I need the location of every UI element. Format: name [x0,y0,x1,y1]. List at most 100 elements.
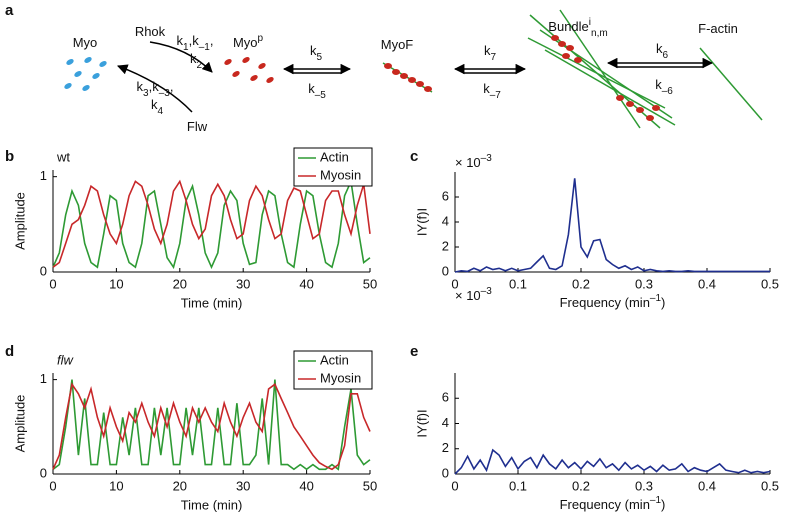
text-part: ) [661,295,665,310]
y-tick-label: 2 [442,440,449,455]
text-part: Frequency (min [560,497,650,512]
y-tick-label: 0 [442,263,449,278]
chart-panel: c 0 0.1 0.2 0.3 0.4 0.5 0 2 4 6 Frequency (min–1) IY… [410,148,779,310]
legend-label: Actin [320,352,349,367]
diagram-label: Rhok [135,24,166,39]
diagram-label: k6 [656,41,669,61]
y-tick-label: 1 [40,371,47,386]
subscript: 7 [490,52,496,63]
x-tick-label: 0.3 [635,478,653,493]
diagram-label: Bundlein,m [548,17,607,39]
panel-label: d [5,343,14,360]
diagram-label: F-actin [698,21,738,36]
axis-multiplier: × 10–3 [455,153,492,170]
text-part: Myo [73,35,98,50]
subscript: 5 [316,52,322,63]
y-tick-label: 0 [40,465,47,480]
subscript: 1 [183,42,189,53]
superscript: –1 [650,495,662,506]
y-tick-label: 4 [442,213,449,228]
subscript: 3 [143,88,149,99]
subscript: –6 [662,86,674,97]
panel-label: c [410,148,418,165]
subscript: –3 [159,88,171,99]
text-part: k [190,51,197,66]
annotation: flw [57,352,75,367]
text-part: Frequency (min [560,295,650,310]
text-part: × 10 [455,155,481,170]
diagram-label: k–5 [308,81,326,101]
y-axis-label: Amplitude [12,395,27,453]
x-axis-label: Time (min) [181,295,243,310]
text-part: k [484,43,491,58]
series-line [454,178,770,273]
legend-label: Actin [320,149,349,164]
superscript: p [258,33,264,44]
text-part: k [656,41,663,56]
x-tick-label: 0.4 [698,276,716,291]
diagram-label: Myop [233,33,264,50]
x-tick-label: 40 [299,478,313,493]
annotation: wt [56,149,70,164]
series-line [454,448,771,475]
subscript: –1 [199,42,211,53]
x-tick-label: 0.5 [761,276,779,291]
text-part: ) [661,497,665,512]
text-part: × 10 [455,288,481,303]
x-tick-label: 30 [236,276,250,291]
x-tick-label: 50 [363,276,377,291]
panel-label: a [5,2,14,19]
chart-panel: b wt 0 10 20 30 40 50 0 1 Time (min) Amplitude Actin… [5,147,377,310]
x-tick-label: 0 [49,276,56,291]
x-tick-label: 0.2 [572,276,590,291]
text-part: k [177,33,184,48]
subscript: 6 [662,50,668,61]
legend-box [293,350,373,390]
text-part: Myo [233,35,258,50]
text-part: Rhok [135,24,166,39]
y-axis-label: IY(f)I [414,409,429,437]
panel-label: b [5,148,14,165]
y-tick-label: 4 [442,415,449,430]
diagram-label: k–6 [655,77,673,97]
x-tick-label: 40 [299,276,313,291]
y-tick-label: 2 [442,238,449,253]
text-part: , [170,79,174,94]
x-tick-label: 0.3 [635,276,653,291]
subscript: n,m [591,28,608,39]
text-part: ,k [189,33,200,48]
x-tick-label: 10 [109,478,123,493]
subscript: –7 [490,90,502,101]
text-part: k [483,81,490,96]
text-part: , [210,33,214,48]
y-tick-label: 6 [442,390,449,405]
y-axis-label: IY(f)I [414,208,429,236]
diagram-label: Myo [73,35,98,50]
x-tick-label: 50 [363,478,377,493]
x-axis-label: Frequency (min–1) [560,293,666,310]
x-tick-label: 0.2 [572,478,590,493]
x-tick-label: 30 [236,478,250,493]
axis-multiplier: × 10–3 [455,286,492,303]
text-part: Flw [187,119,208,134]
x-tick-label: 0.5 [761,478,779,493]
f-actin-line [699,47,763,121]
superscript: i [589,17,591,28]
panel-label: e [410,343,418,360]
y-tick-label: 1 [40,168,47,183]
legend-label: Myosin [320,167,361,182]
y-axis-label: Amplitude [12,192,27,250]
x-tick-label: 20 [173,478,187,493]
x-tick-label: 10 [109,276,123,291]
series-line [52,382,371,471]
x-axis-label: Time (min) [181,497,243,512]
diagram-label: k3,k–3, [137,79,174,99]
myof-filament [382,62,433,93]
x-tick-label: 0.1 [509,478,527,493]
legend-box [293,147,373,187]
x-tick-label: 20 [173,276,187,291]
subscript: 2 [196,60,202,71]
diagram-label: k–7 [483,81,501,101]
